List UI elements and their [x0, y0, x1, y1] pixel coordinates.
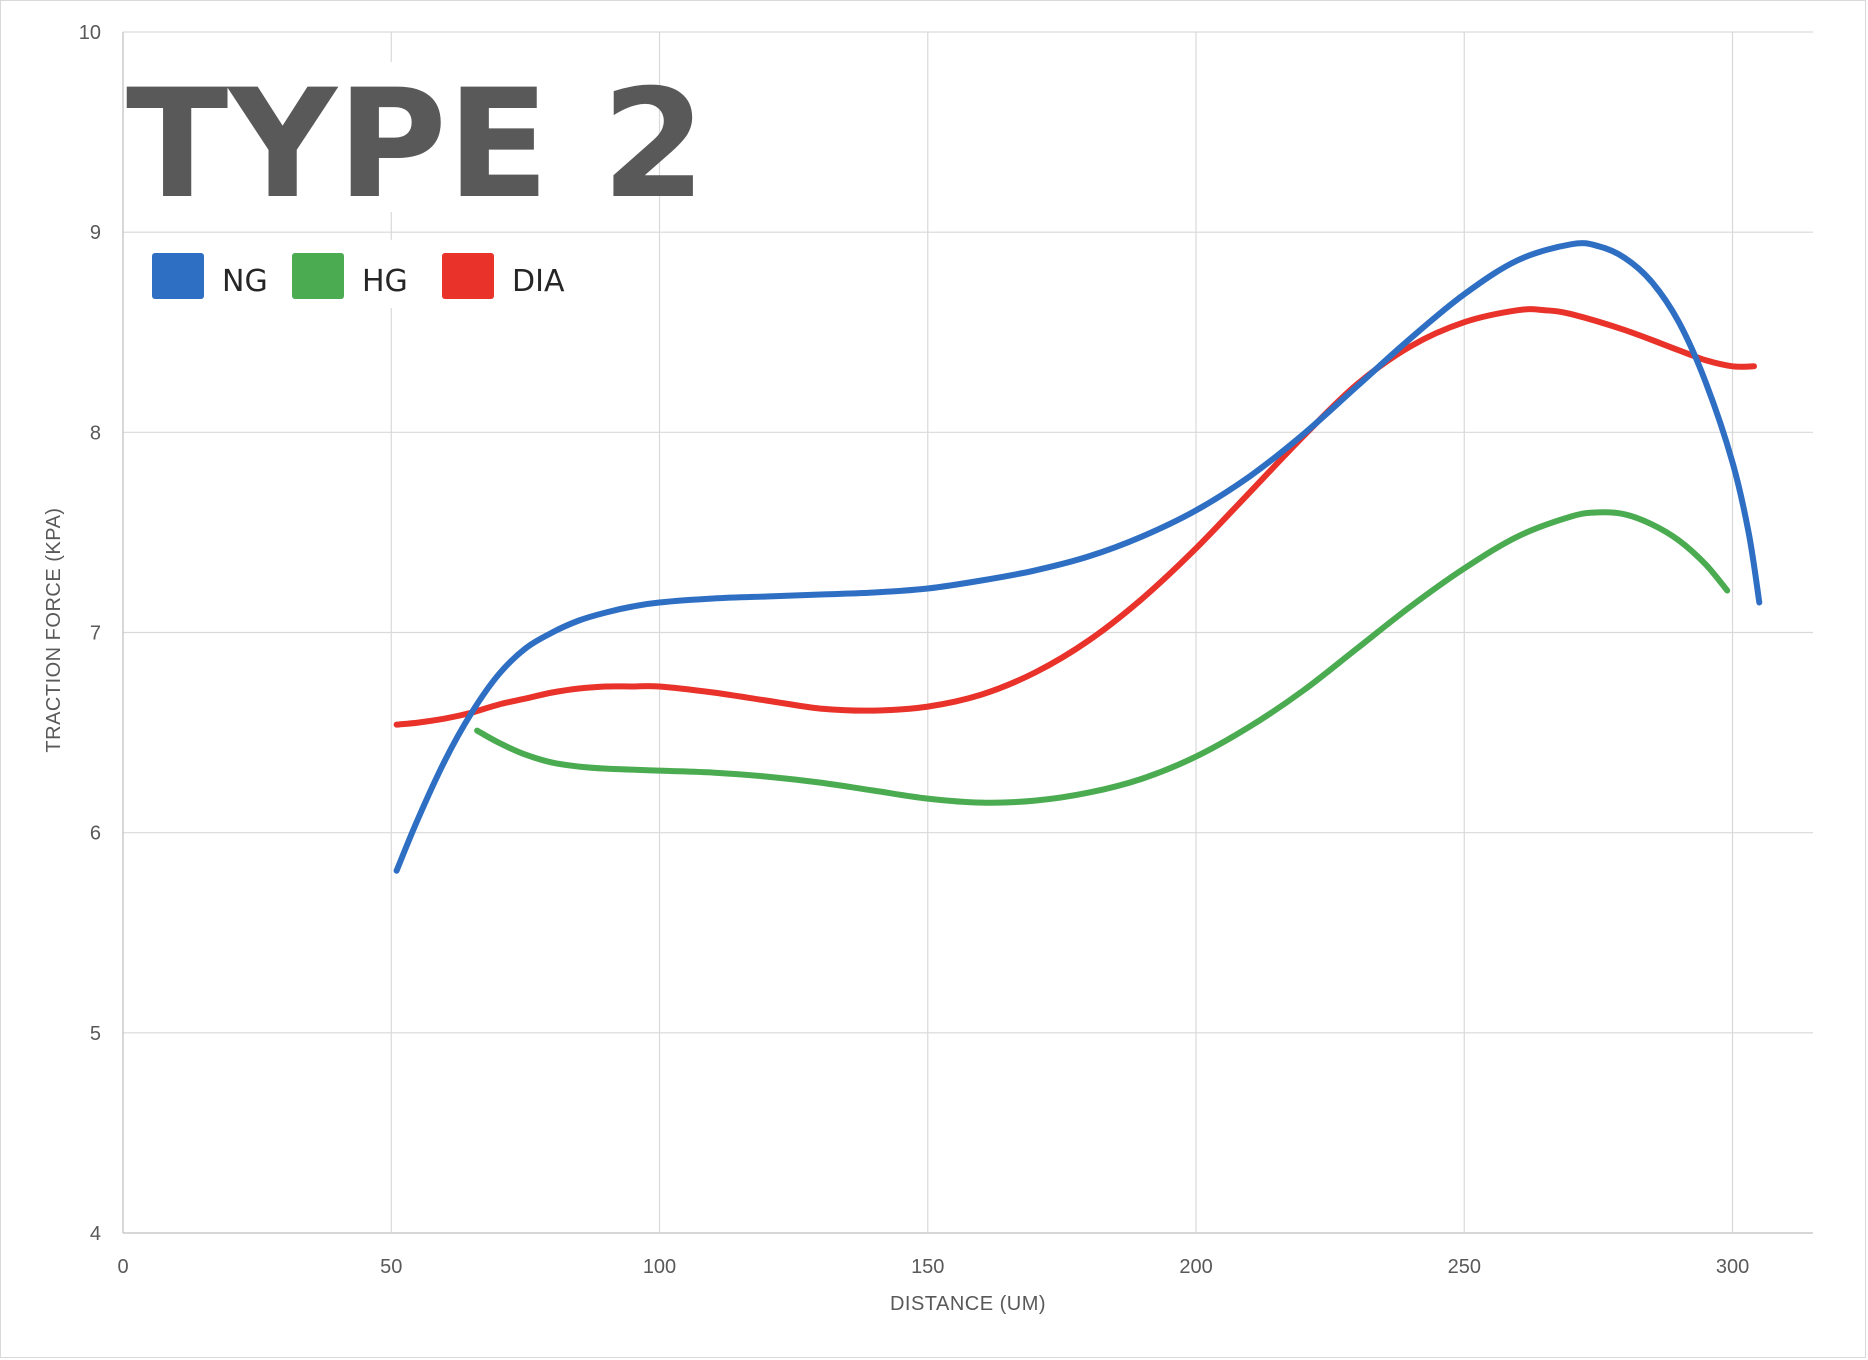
x-axis: 0 50 100 150 200 250 300 — [117, 1256, 1749, 1278]
x-tick-label: 0 — [117, 1256, 128, 1278]
series-layer — [393, 240, 1763, 874]
series-line-dia — [393, 306, 1757, 728]
chart-title: TYPE 2 — [126, 58, 706, 232]
legend-label: NG — [222, 264, 268, 299]
legend-item-hg: HG — [292, 253, 408, 299]
x-tick-label: 250 — [1448, 1256, 1481, 1278]
title-background — [124, 62, 604, 212]
x-tick-label: 50 — [380, 1256, 402, 1278]
legend: NG HG DIA — [152, 253, 565, 299]
series-line-hg — [474, 509, 1731, 806]
y-tick-label: 9 — [90, 222, 101, 244]
legend-swatch — [292, 253, 344, 299]
gridlines — [122, 31, 1813, 1234]
y-tick-label: 5 — [90, 1023, 101, 1045]
x-tick-label: 300 — [1716, 1256, 1749, 1278]
legend-background — [145, 240, 575, 308]
x-tick-label: 150 — [911, 1256, 944, 1278]
x-axis-title: DISTANCE (UM) — [890, 1293, 1046, 1315]
y-tick-label: 8 — [90, 422, 101, 444]
y-axis: 4 5 6 7 8 9 10 — [79, 22, 101, 1245]
legend-swatch — [442, 253, 494, 299]
legend-label: DIA — [512, 264, 565, 299]
x-tick-label: 100 — [643, 1256, 676, 1278]
y-tick-label: 7 — [90, 623, 101, 645]
x-tick-label: 200 — [1179, 1256, 1212, 1278]
y-tick-label: 6 — [90, 823, 101, 845]
y-tick-label: 10 — [79, 22, 101, 44]
y-axis-title: TRACTION FORCE (KPA) — [43, 507, 65, 752]
y-tick-label: 4 — [90, 1223, 101, 1245]
legend-item-ng: NG — [152, 253, 268, 299]
legend-swatch — [152, 253, 204, 299]
series-line-ng — [393, 240, 1763, 874]
legend-label: HG — [362, 264, 408, 299]
legend-item-dia: DIA — [442, 253, 565, 299]
